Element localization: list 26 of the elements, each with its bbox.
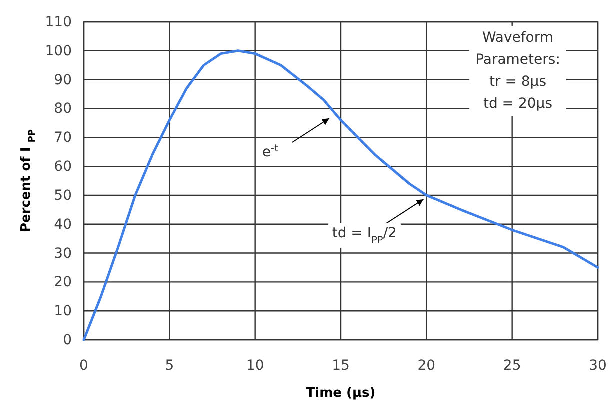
x-tick-label: 0 xyxy=(80,358,88,374)
annotation: Parameters: xyxy=(476,52,560,68)
y-tick-label: 30 xyxy=(54,246,72,262)
x-tick-label: 5 xyxy=(165,358,174,374)
y-tick-label: 110 xyxy=(45,14,72,30)
x-tick-label: 15 xyxy=(332,358,350,374)
y-tick-label: 0 xyxy=(63,332,72,348)
annotation: e$^{-t}$ xyxy=(262,143,279,161)
annotation: tr = 8µs xyxy=(490,74,546,90)
y-tick-label: 70 xyxy=(54,130,72,146)
y-tick-label: 80 xyxy=(54,101,72,118)
y-tick-label: 40 xyxy=(54,216,72,233)
x-tick-label: 20 xyxy=(418,358,436,374)
annotation: Waveform xyxy=(482,30,554,46)
y-tick-label: 90 xyxy=(54,72,72,88)
y-tick-label: 20 xyxy=(54,274,72,291)
x-tick-label: 30 xyxy=(589,358,607,374)
y-tick-label: 10 xyxy=(54,304,72,320)
annotation: td = I$_{PP}$/2 xyxy=(332,225,397,246)
y-tick-label: 60 xyxy=(54,159,72,176)
x-tick-label: 10 xyxy=(246,358,264,374)
y-tick-label: 100 xyxy=(45,43,72,60)
y-tick-label: 50 xyxy=(54,188,72,204)
x-tick-label: 25 xyxy=(503,358,522,374)
x-axis-title: Time (µs) xyxy=(306,386,376,401)
annotation: td = 20µs xyxy=(483,96,553,112)
